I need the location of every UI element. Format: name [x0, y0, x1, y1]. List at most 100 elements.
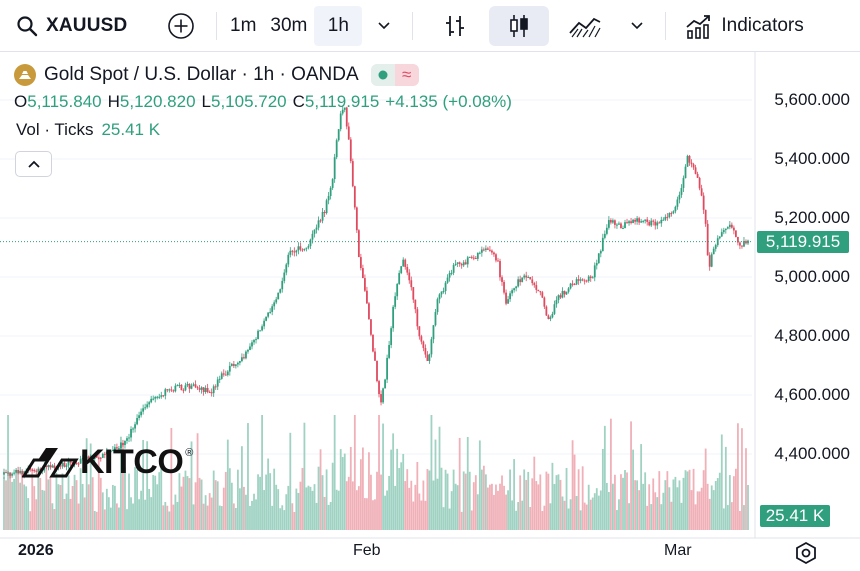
- candle: [186, 383, 189, 386]
- candle: [511, 290, 513, 294]
- volume-bar: [503, 485, 505, 530]
- candle: [728, 224, 731, 228]
- volume-bar: [152, 474, 155, 530]
- volume-bar: [716, 478, 719, 530]
- candle: [519, 279, 522, 283]
- time-axis[interactable]: 2026 Feb Mar: [0, 540, 860, 571]
- volume-bar: [301, 467, 304, 530]
- candle: [454, 263, 457, 266]
- candle: [176, 385, 179, 387]
- volume-bar: [126, 509, 128, 530]
- bar-chart-style-button[interactable]: [425, 6, 485, 46]
- candle: [656, 222, 659, 226]
- candle: [573, 283, 576, 285]
- chart-settings-button[interactable]: [794, 541, 818, 570]
- volume-bar: [676, 487, 679, 530]
- candle: [275, 299, 278, 303]
- candles: [3, 106, 749, 479]
- volume-bar: [25, 486, 28, 530]
- volume-bar: [640, 444, 643, 530]
- low-key: L: [201, 92, 211, 111]
- volume-bar: [434, 439, 437, 530]
- volume-bar: [359, 459, 362, 530]
- compare-button[interactable]: [160, 6, 202, 46]
- volume-bar: [327, 504, 330, 530]
- volume-bar: [581, 466, 584, 530]
- candle: [93, 454, 96, 460]
- volume-bar: [337, 490, 340, 530]
- volume-bar: [710, 485, 713, 530]
- candle: [287, 254, 290, 265]
- candle: [664, 216, 667, 220]
- candle: [345, 107, 348, 127]
- volume-bar: [69, 498, 72, 530]
- volume-bar: [452, 469, 455, 530]
- collapse-legend-button[interactable]: [15, 151, 52, 177]
- candle: [636, 218, 639, 222]
- volume-bar: [247, 423, 249, 530]
- volume-bar: [648, 484, 651, 530]
- volume-bar: [577, 469, 580, 530]
- volume-bar: [99, 477, 102, 530]
- volume-bar: [575, 495, 578, 530]
- volume-bar: [384, 495, 386, 530]
- candle: [718, 236, 721, 239]
- candle: [289, 250, 292, 255]
- candle: [551, 313, 554, 318]
- volume-bar: [267, 458, 270, 530]
- volume-label: Vol · Ticks: [16, 120, 94, 139]
- interval-1h[interactable]: 1h: [314, 5, 363, 46]
- candle: [704, 209, 707, 224]
- candle: [49, 465, 52, 468]
- time-tick-feb: Feb: [353, 542, 381, 559]
- market-status-pill[interactable]: ≈: [370, 64, 419, 86]
- volume-bar: [174, 494, 177, 530]
- volume-bar: [706, 483, 709, 530]
- interval-1m[interactable]: 1m: [230, 14, 257, 36]
- candle: [77, 463, 80, 465]
- candle: [376, 360, 378, 382]
- volume-bar: [148, 488, 151, 530]
- candle-chart-style-button[interactable]: [489, 5, 550, 46]
- candle: [339, 113, 342, 130]
- indicators-button[interactable]: Indicators: [678, 6, 810, 46]
- high-key: H: [107, 92, 120, 111]
- candle: [628, 221, 630, 224]
- volume-bar: [712, 490, 715, 530]
- candle: [680, 187, 683, 195]
- candle: [136, 418, 138, 425]
- candle: [426, 354, 429, 361]
- candle: [452, 265, 455, 273]
- candle: [311, 233, 314, 240]
- candle: [45, 465, 48, 468]
- volume-bar: [57, 484, 60, 530]
- interval-dropdown[interactable]: [362, 6, 406, 46]
- candle: [154, 397, 157, 399]
- chart-style-dropdown[interactable]: [615, 6, 659, 46]
- volume-bar: [428, 470, 431, 530]
- candle: [333, 157, 336, 180]
- symbol-name: XAUUSD: [46, 14, 128, 36]
- area-chart-style-button[interactable]: [555, 6, 615, 46]
- candle: [597, 253, 600, 264]
- volume-bar: [105, 488, 108, 530]
- volume-bar: [593, 493, 596, 530]
- volume-bar: [232, 503, 235, 530]
- volume-bar: [333, 415, 336, 530]
- candle: [85, 456, 88, 462]
- volume-bar: [257, 474, 259, 530]
- candle: [634, 219, 636, 222]
- volume-bar: [597, 495, 600, 530]
- candle: [565, 291, 568, 295]
- candle: [670, 213, 673, 215]
- volume-bar: [255, 499, 257, 530]
- symbol-search[interactable]: XAUUSD: [0, 6, 136, 46]
- candle: [81, 457, 84, 460]
- candle: [232, 363, 235, 366]
- volume-bar: [277, 489, 280, 530]
- interval-30m[interactable]: 30m: [270, 14, 308, 36]
- candle: [730, 224, 733, 228]
- volume-bar: [442, 507, 445, 530]
- candlestick-icon: [510, 14, 529, 37]
